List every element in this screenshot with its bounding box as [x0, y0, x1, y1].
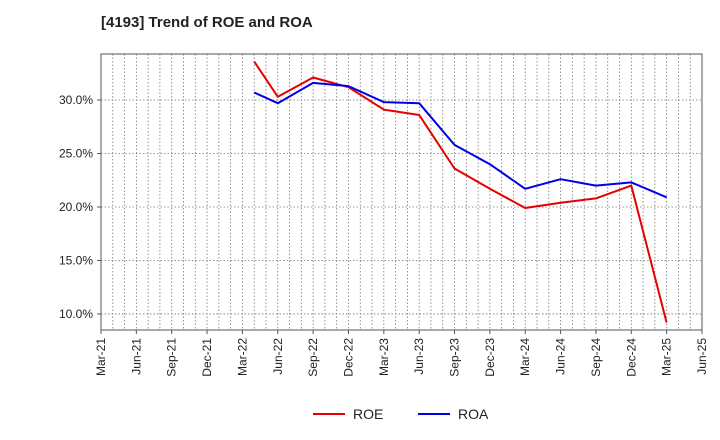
- y-tick-label: 15.0%: [59, 253, 93, 267]
- y-tick-label: 25.0%: [59, 146, 93, 160]
- grid: [101, 54, 702, 330]
- y-axis-ticks: 10.0% 15.0% 20.0% 25.0% 30.0%: [59, 93, 101, 321]
- x-tick-label: Sep-21: [165, 338, 179, 377]
- x-tick-label: Mar-25: [660, 338, 674, 376]
- y-tick-label: 30.0%: [59, 93, 93, 107]
- x-tick-label: Dec-21: [200, 338, 214, 377]
- x-tick-label: Dec-24: [624, 338, 638, 377]
- plot-frame: [100, 53, 703, 331]
- x-tick-label: Sep-24: [589, 338, 603, 377]
- y-tick-label: 10.0%: [59, 307, 93, 321]
- x-tick-label: Dec-23: [483, 338, 497, 377]
- x-tick-label: Jun-22: [271, 338, 285, 375]
- y-tick-label: 20.0%: [59, 200, 93, 214]
- legend-label-roa: ROA: [458, 406, 489, 422]
- x-tick-label: Sep-22: [306, 338, 320, 377]
- x-tick-label: Jun-21: [129, 338, 143, 375]
- x-tick-label: Jun-24: [554, 338, 568, 375]
- legend: ROE ROA: [313, 406, 489, 422]
- series-line-roa: [253, 81, 667, 199]
- x-tick-label: Jun-25: [695, 338, 709, 375]
- chart-title: [4193] Trend of ROE and ROA: [101, 14, 313, 31]
- series-lines: [253, 60, 668, 323]
- x-tick-label: Mar-22: [235, 338, 249, 376]
- legend-label-roe: ROE: [353, 406, 383, 422]
- x-tick-label: Sep-23: [448, 338, 462, 377]
- series-line-roe: [253, 60, 668, 323]
- x-tick-label: Mar-23: [377, 338, 391, 376]
- x-tick-label: Dec-22: [341, 338, 355, 377]
- x-tick-label: Mar-21: [94, 338, 108, 376]
- x-tick-label: Mar-24: [518, 338, 532, 376]
- x-axis-ticks: Mar-21 Jun-21 Sep-21 Dec-21 Mar-22 Jun-22 Sep-…: [94, 330, 709, 377]
- x-tick-label: Jun-23: [412, 338, 426, 375]
